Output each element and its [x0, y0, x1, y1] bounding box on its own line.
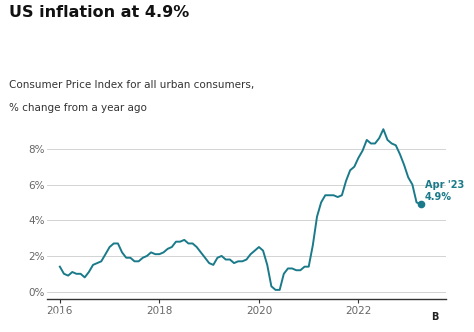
Text: % change from a year ago: % change from a year ago — [9, 103, 147, 113]
FancyBboxPatch shape — [415, 306, 455, 328]
Text: Source: US Bureau of Labor Statistics: Source: US Bureau of Labor Statistics — [9, 312, 178, 322]
Text: US inflation at 4.9%: US inflation at 4.9% — [9, 5, 190, 20]
Text: Apr '23
4.9%: Apr '23 4.9% — [425, 180, 464, 202]
Text: Consumer Price Index for all urban consumers,: Consumer Price Index for all urban consu… — [9, 80, 255, 90]
FancyBboxPatch shape — [469, 306, 474, 328]
Text: B: B — [431, 312, 438, 322]
